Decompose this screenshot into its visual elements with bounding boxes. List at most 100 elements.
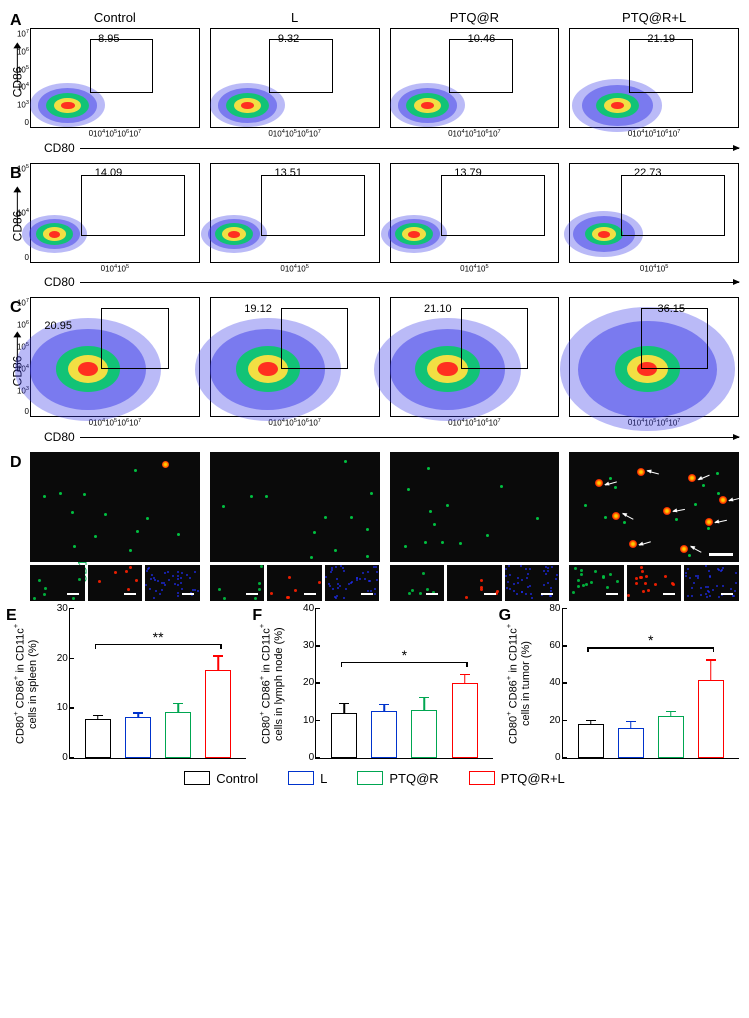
micrograph-merged [390,452,560,562]
y-ticks: 806040200 [535,609,561,758]
legend-item-control: Control [184,771,258,786]
micrograph-group-3 [569,452,739,601]
y-ticks: 403020100 [288,609,314,758]
axis-x-text: CD80 [44,141,75,155]
arrow-marker [647,470,659,474]
legend-label: L [320,771,327,786]
y-ticks: 1051040 [9,164,29,262]
scale-bar-thumb [67,593,79,595]
scale-bar-thumb [124,593,136,595]
gate-value: 14.09 [95,167,123,179]
micrograph-thumbs [390,565,560,601]
legend-item-L: L [288,771,327,786]
facs-plot: 36.15 [569,297,739,417]
panelF-ylabel: CD80+ CD86+ in CD11c+cells in lymph node… [256,609,287,759]
legend-swatch [184,771,210,785]
micrograph-channel-2 [505,565,560,601]
panelE-ylabel: CD80+ CD86+ in CD11c+cells in spleen (%) [10,609,41,759]
panelA-plot-2: PTQ@R10.460104105106107 [390,10,560,139]
micrograph-channel-0 [390,565,445,601]
facs-plot: 107106105104103020.95 [30,297,200,417]
gate-box [449,39,513,93]
facs-plot: 10.46 [390,28,560,128]
micrograph-channel-1 [267,565,322,601]
gate-value: 13.79 [454,167,482,179]
scale-bar-thumb [541,593,553,595]
gate-value: 9.32 [278,33,299,45]
scale-bar-thumb [426,593,438,595]
scale-bar-thumb [484,593,496,595]
scale-bar-thumb [246,593,258,595]
legend: ControlLPTQ@RPTQ@R+L [10,771,739,786]
arrow-marker [673,509,685,512]
micrograph-group-1 [210,452,380,601]
bar-PTQRL [205,670,231,758]
column-header: PTQ@R [450,10,499,26]
micrograph-channel-2 [684,565,739,601]
facs-plot: 21.19 [569,28,739,128]
arrow-marker [699,475,710,481]
gate-value: 22.73 [634,167,662,179]
significance-stars: * [402,647,407,663]
legend-item-PTQRL: PTQ@R+L [469,771,565,786]
gate-box [269,39,333,93]
panel-a-row: A CD86 Control10710610510410308.95010410… [10,10,739,155]
gate-box [261,175,365,236]
micrograph-channel-1 [447,565,502,601]
panel-a-label: A [10,10,30,30]
panelE: ECD80+ CD86+ in CD11c+cells in spleen (%… [10,609,246,759]
gate-box [461,308,528,369]
significance-stars: ** [153,629,164,645]
scale-bar-thumb [606,593,618,595]
micrograph-channel-2 [145,565,200,601]
facs-plot: 105104014.09 [30,163,200,263]
panel-c-plots: 107106105104103020.95010410510610719.120… [30,297,739,428]
micrograph-merged [210,452,380,562]
x-ticks: 0104105106107 [87,129,144,139]
bar-PTQR [411,710,437,758]
micrograph-thumbs [210,565,380,601]
significance-stars: * [648,632,653,648]
micrograph-group-2 [390,452,560,601]
panelA-plot-0: Control10710610510410308.950104105106107 [30,10,200,139]
gate-value: 19.12 [244,303,272,315]
micrograph-channel-2 [325,565,380,601]
panelC-plot-0: 107106105104103020.950104105106107 [30,297,200,428]
gate-box [629,39,693,93]
column-header: PTQ@R+L [622,10,686,26]
gate-box [621,175,725,236]
bar-L [618,728,644,758]
panel-b-xaxis: CD80 [30,275,739,289]
facs-plot: 19.12 [210,297,380,417]
panel-a-plots: Control10710610510410308.950104105106107… [30,10,739,139]
micrograph-merged [30,452,200,562]
arrow-marker [729,498,739,502]
gate-box [441,175,545,236]
legend-label: Control [216,771,258,786]
panelC-plot-2: 21.100104105106107 [390,297,560,428]
scale-bar [709,553,733,556]
panel-c-row: C CD86 107106105104103020.95010410510610… [10,297,739,444]
micrograph-thumbs [30,565,200,601]
x-ticks: 0104105 [458,264,491,274]
panel-a-xaxis: CD80 [30,141,739,155]
figure-root: A CD86 Control10710610510410308.95010410… [10,10,739,786]
gate-box [281,308,348,369]
gate-box [641,308,708,369]
bar-PTQRL [452,683,478,758]
panel-d-label: D [10,452,30,472]
micrograph-thumbs [569,565,739,601]
micrograph-channel-1 [627,565,682,601]
panel-c-xaxis: CD80 [30,430,739,444]
scale-bar-thumb [304,593,316,595]
panelB-plot-0: 105104014.090104105 [30,163,200,274]
legend-swatch [288,771,314,785]
gate-value: 36.15 [657,303,685,315]
facs-plot: 13.79 [390,163,560,263]
micrograph-merged [569,452,739,562]
bar-L [125,717,151,758]
gate-value: 20.95 [44,320,72,332]
panelG: GCD80+ CD86+ in CD11c+cells in tumor (%)… [503,609,739,759]
scale-bar-thumb [361,593,373,595]
panel-d-row: D CD11c / CD86 / DAPI [10,452,739,601]
